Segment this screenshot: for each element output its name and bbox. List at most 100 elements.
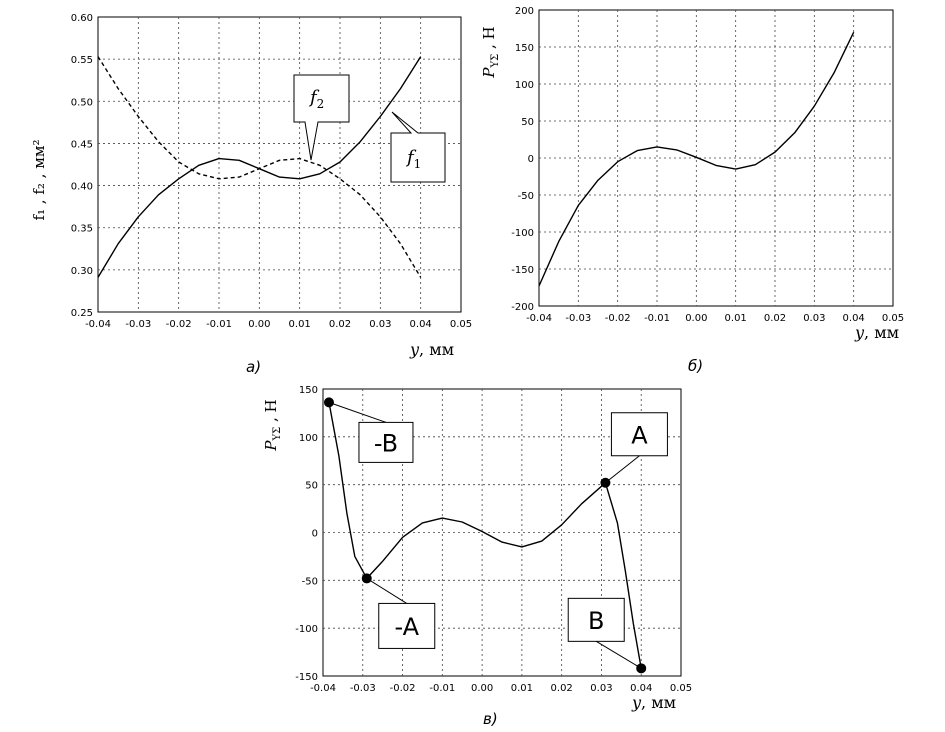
y-tick-label: -50 xyxy=(302,576,318,587)
panel-label-a: а) xyxy=(246,358,261,376)
x-axis-var: y xyxy=(631,693,642,712)
y-axis-label: f₁ , f₂ , мм² xyxy=(30,139,48,220)
y-tick-label: -100 xyxy=(511,228,534,239)
x-tick-label: 0.01 xyxy=(725,313,747,324)
grid xyxy=(98,17,461,312)
y-tick-label: 100 xyxy=(299,433,318,444)
x-tick-label: 0.00 xyxy=(248,319,270,330)
x-tick-label: -0.04 xyxy=(85,319,111,330)
x-tick-label: 0.04 xyxy=(843,313,865,324)
x-tick-label: -0.01 xyxy=(206,319,232,330)
x-tick-label: 0.04 xyxy=(410,319,432,330)
x-tick-label: 0.05 xyxy=(670,683,692,694)
x-tick-label: -0.02 xyxy=(166,319,192,330)
x-tick-label: 0.03 xyxy=(803,313,825,324)
x-tick-label: 0.00 xyxy=(471,683,493,694)
x-tick-label: -0.02 xyxy=(390,683,416,694)
x-axis-label: y, мм xyxy=(854,323,899,342)
series-line-0 xyxy=(538,31,855,287)
x-tick-label: 0.05 xyxy=(882,313,904,324)
x-axis-var: y xyxy=(409,340,420,359)
y-tick-label: 0 xyxy=(528,154,534,165)
y-axis-label: PYΣ , Н xyxy=(262,399,283,451)
x-tick-label: 0.02 xyxy=(551,683,573,694)
callout-pointer xyxy=(605,455,640,484)
x-tick-label: -0.03 xyxy=(125,319,151,330)
series-lines xyxy=(538,31,855,287)
callout-pointer xyxy=(328,401,387,423)
x-axis-unit: , мм xyxy=(419,340,454,359)
y-tick-label: -150 xyxy=(511,265,534,276)
x-tick-label: -0.03 xyxy=(350,683,376,694)
callout-box xyxy=(610,412,668,457)
x-axis-unit: , мм xyxy=(864,323,899,342)
y-tick-label: -200 xyxy=(511,302,534,313)
y-tick-label: 0 xyxy=(312,529,318,540)
x-axis-label: y, мм xyxy=(631,693,676,712)
y-tick-label: 0.30 xyxy=(71,266,93,277)
callout-f1: f1 xyxy=(390,111,446,183)
panel-a: -0.04 -0.03 -0.02 -0.01 0.00 0.01 0.02 0.03 0.04… xyxy=(30,13,472,376)
tick-labels: -0.04 -0.03 -0.02 -0.01 0.00 0.01 0.02 0.03 0.04… xyxy=(71,13,472,330)
x-tick-label: 0.04 xyxy=(630,683,652,694)
grid xyxy=(539,10,893,306)
y-tick-label: 50 xyxy=(305,481,318,492)
panel-label-c: в) xyxy=(483,710,498,728)
x-tick-label: -0.01 xyxy=(644,313,670,324)
x-tick-label: -0.04 xyxy=(526,313,552,324)
series-line-f2 xyxy=(97,56,422,278)
y-tick-label: 0.50 xyxy=(71,97,93,108)
point-marker xyxy=(600,477,611,488)
y-tick-label: 50 xyxy=(521,117,534,128)
x-tick-label: -0.03 xyxy=(565,313,591,324)
y-tick-label: 0.55 xyxy=(71,55,93,66)
callout-box xyxy=(358,421,414,463)
y-tick-label: 0.25 xyxy=(71,308,93,319)
y-tick-label: -100 xyxy=(295,624,318,635)
point-marker xyxy=(636,663,647,674)
y-tick-label: 0.45 xyxy=(71,139,93,150)
y-tick-label: 100 xyxy=(515,80,534,91)
x-tick-label: 0.03 xyxy=(590,683,612,694)
y-tick-label: 150 xyxy=(299,385,318,396)
x-tick-label: 0.02 xyxy=(329,319,351,330)
y-tick-label: 0.35 xyxy=(71,224,93,235)
y-axis-label: PYΣ , Н xyxy=(480,26,501,78)
x-tick-label: 0.05 xyxy=(450,319,472,330)
x-axis-unit: , мм xyxy=(641,693,676,712)
y-tick-label: -50 xyxy=(518,191,534,202)
plot-frame xyxy=(97,16,462,313)
callout-pointer xyxy=(366,577,408,604)
series-line-1 xyxy=(604,482,642,669)
points xyxy=(323,397,647,674)
point-marker xyxy=(323,397,334,408)
x-tick-label: 0.00 xyxy=(685,313,707,324)
x-axis-var: y xyxy=(854,323,865,342)
point-label: -A xyxy=(394,613,419,641)
tick-labels: -0.04 -0.03 -0.02 -0.01 0.00 0.01 0.02 0.03 0.04… xyxy=(295,385,692,694)
x-tick-label: -0.02 xyxy=(605,313,631,324)
callout-box xyxy=(378,602,436,649)
y-tick-label: 200 xyxy=(515,6,534,17)
y-tick-label: -150 xyxy=(295,672,318,683)
y-tick-label: 150 xyxy=(515,43,534,54)
panel-label-b: б) xyxy=(688,357,703,375)
callout-f2: f2 xyxy=(293,74,350,161)
x-tick-label: 0.01 xyxy=(289,319,311,330)
y-tick-label: 0.60 xyxy=(71,13,93,24)
series-lines xyxy=(328,402,642,669)
x-tick-label: 0.03 xyxy=(369,319,391,330)
point-marker xyxy=(361,573,372,584)
panel-b: -0.04 -0.03 -0.02 -0.01 0.00 0.01 0.02 0.03 0.04… xyxy=(480,6,904,375)
x-axis-label: y, мм xyxy=(409,340,454,359)
point-label: A xyxy=(631,421,648,449)
y-tick-label: 0.40 xyxy=(71,182,93,193)
tick-labels: -0.04 -0.03 -0.02 -0.01 0.00 0.01 0.02 0.03 0.04… xyxy=(511,6,904,324)
series-lines xyxy=(97,56,422,278)
point-callouts: -B -A A B xyxy=(328,401,668,669)
series-line-0 xyxy=(366,482,606,579)
x-tick-label: -0.04 xyxy=(310,683,336,694)
point-label: -B xyxy=(374,429,398,457)
point-label: B xyxy=(588,607,604,635)
